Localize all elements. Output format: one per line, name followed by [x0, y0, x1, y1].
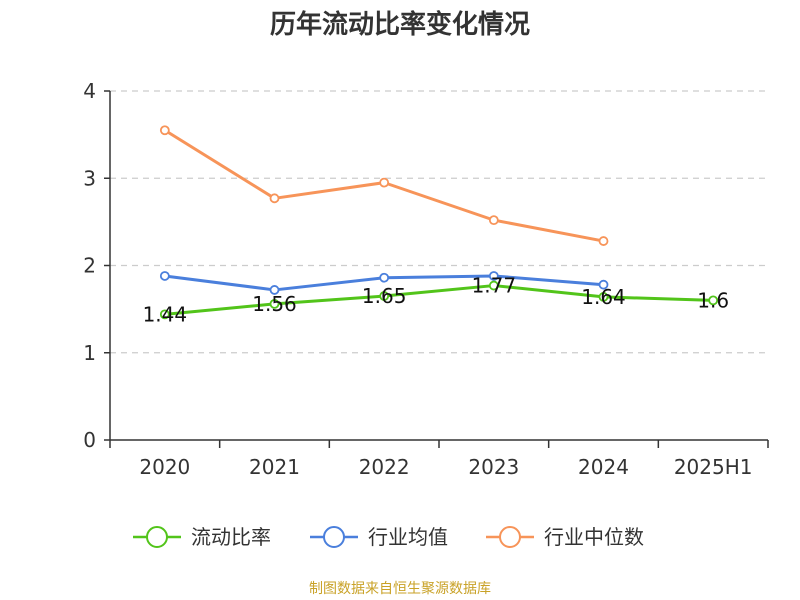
y-tick-label: 2 — [83, 254, 96, 278]
y-tick-label: 4 — [83, 79, 96, 103]
legend-item[interactable]: 行业中位数 — [486, 525, 644, 549]
data-point[interactable] — [379, 291, 390, 301]
data-point[interactable] — [488, 215, 499, 226]
data-label: 1.77 — [472, 274, 517, 298]
data-label: 1.64 — [581, 285, 626, 309]
data-point[interactable] — [488, 280, 499, 291]
legend-label: 行业均值 — [368, 525, 448, 549]
data-point[interactable] — [269, 193, 280, 204]
x-tick-label: 2022 — [359, 455, 410, 479]
legend-marker — [499, 526, 521, 548]
data-labels: 1.44 1.56 1.65 1.77 1.64 1.6 — [143, 274, 730, 327]
data-point[interactable] — [598, 292, 609, 302]
data-label: 1.6 — [697, 288, 729, 312]
data-point[interactable] — [269, 298, 280, 309]
series-line-0 — [164, 284, 714, 316]
data-point[interactable] — [708, 295, 719, 306]
legend-marker — [146, 526, 168, 548]
series — [159, 125, 719, 320]
y-tick-label: 3 — [83, 166, 96, 190]
data-point[interactable] — [598, 236, 609, 246]
data-point[interactable] — [159, 125, 170, 136]
legend-marker — [323, 526, 345, 548]
data-point[interactable] — [159, 271, 170, 281]
data-point[interactable] — [488, 271, 499, 281]
legend-item[interactable]: 行业均值 — [310, 525, 448, 549]
y-tick-label: 1 — [83, 341, 96, 365]
legend-label: 行业中位数 — [544, 525, 644, 549]
axes: 0 1 2 3 4 2020 2021 2022 2023 2024 2025H1 — [83, 79, 769, 479]
x-tick-label: 2023 — [468, 455, 519, 479]
data-point[interactable] — [379, 272, 390, 283]
data-label: 1.56 — [252, 292, 297, 316]
data-point[interactable] — [159, 309, 170, 320]
x-tick-label: 2020 — [139, 455, 190, 479]
legend-label: 流动比率 — [191, 525, 271, 549]
source-note: 制图数据来自恒生聚源数据库 — [309, 581, 491, 597]
data-point[interactable] — [269, 285, 280, 295]
x-tick-label: 2025H1 — [674, 455, 753, 479]
data-label: 1.65 — [362, 284, 407, 308]
legend-item[interactable]: 流动比率 — [133, 525, 271, 549]
y-tick-label: 0 — [83, 428, 96, 452]
data-point[interactable] — [598, 279, 609, 290]
data-point[interactable] — [379, 177, 390, 188]
gridlines — [110, 90, 768, 354]
chart-title: 历年流动比率变化情况 — [269, 10, 530, 40]
data-label: 1.44 — [143, 302, 188, 326]
x-tick-label: 2021 — [249, 455, 300, 479]
x-tick-label: 2024 — [578, 455, 629, 479]
legend: 流动比率 行业均值 行业中位数 — [133, 525, 644, 549]
